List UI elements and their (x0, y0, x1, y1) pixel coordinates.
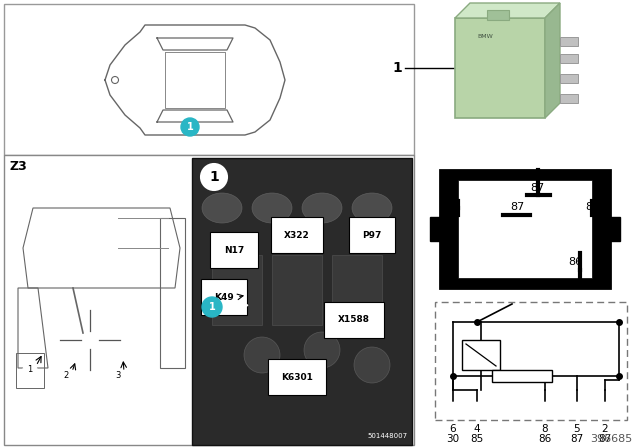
Bar (435, 302, 627, 420)
Bar (608, 217, 620, 241)
Text: 30: 30 (447, 434, 460, 444)
Text: 85: 85 (585, 202, 599, 212)
Bar (4, 4, 414, 155)
Text: P97: P97 (362, 231, 381, 240)
Text: 87: 87 (530, 183, 544, 193)
Text: 85: 85 (470, 434, 484, 444)
Text: 86: 86 (538, 434, 552, 444)
Circle shape (59, 369, 73, 383)
Text: 87: 87 (570, 434, 584, 444)
Text: 4: 4 (474, 424, 480, 434)
Text: X322: X322 (284, 231, 310, 240)
Bar (458, 180, 592, 278)
Bar (462, 340, 500, 370)
Text: 87: 87 (598, 434, 612, 444)
Circle shape (304, 332, 340, 368)
Text: 86: 86 (568, 257, 582, 267)
Bar (560, 74, 578, 83)
Bar (4, 155, 414, 445)
Text: X1588: X1588 (338, 315, 370, 324)
Ellipse shape (252, 193, 292, 223)
Text: Z3: Z3 (10, 160, 28, 173)
Text: 5: 5 (573, 424, 580, 434)
Circle shape (202, 297, 222, 317)
Circle shape (23, 363, 37, 377)
Bar (430, 217, 442, 241)
Text: 1: 1 (28, 366, 33, 375)
Text: K49: K49 (214, 293, 234, 302)
Bar (455, 18, 545, 118)
Text: 396685: 396685 (589, 434, 632, 444)
Polygon shape (545, 3, 560, 118)
Text: 2: 2 (602, 424, 608, 434)
Text: 3: 3 (115, 371, 121, 380)
Text: 6: 6 (450, 424, 456, 434)
Circle shape (472, 402, 483, 414)
Circle shape (354, 347, 390, 383)
Bar (487, 10, 509, 20)
Bar (560, 54, 578, 63)
Text: 1: 1 (392, 61, 402, 75)
Bar (492, 370, 552, 382)
Circle shape (181, 118, 199, 136)
Polygon shape (455, 3, 560, 18)
Circle shape (540, 402, 550, 414)
Text: 8: 8 (541, 424, 548, 434)
Text: 501448007: 501448007 (368, 433, 408, 439)
Ellipse shape (302, 193, 342, 223)
Text: 1: 1 (209, 170, 219, 184)
Bar (192, 158, 412, 445)
Text: 87: 87 (510, 202, 524, 212)
Bar (440, 170, 610, 288)
Text: 1: 1 (187, 122, 193, 132)
Circle shape (447, 402, 458, 414)
Circle shape (244, 337, 280, 373)
Circle shape (572, 402, 582, 414)
Bar (272, 255, 322, 325)
Ellipse shape (202, 193, 242, 223)
Bar (560, 37, 578, 46)
Bar (16, 353, 44, 388)
Text: 30: 30 (439, 202, 451, 212)
Text: N17: N17 (224, 246, 244, 254)
Circle shape (201, 164, 227, 190)
Bar (212, 255, 262, 325)
Circle shape (600, 402, 611, 414)
Text: 2: 2 (63, 371, 68, 380)
Ellipse shape (352, 193, 392, 223)
Bar (332, 255, 382, 325)
Text: BMW: BMW (477, 34, 493, 39)
Text: 1: 1 (209, 302, 216, 312)
Text: K6301: K6301 (281, 372, 313, 382)
Circle shape (111, 369, 125, 383)
Bar (560, 94, 578, 103)
